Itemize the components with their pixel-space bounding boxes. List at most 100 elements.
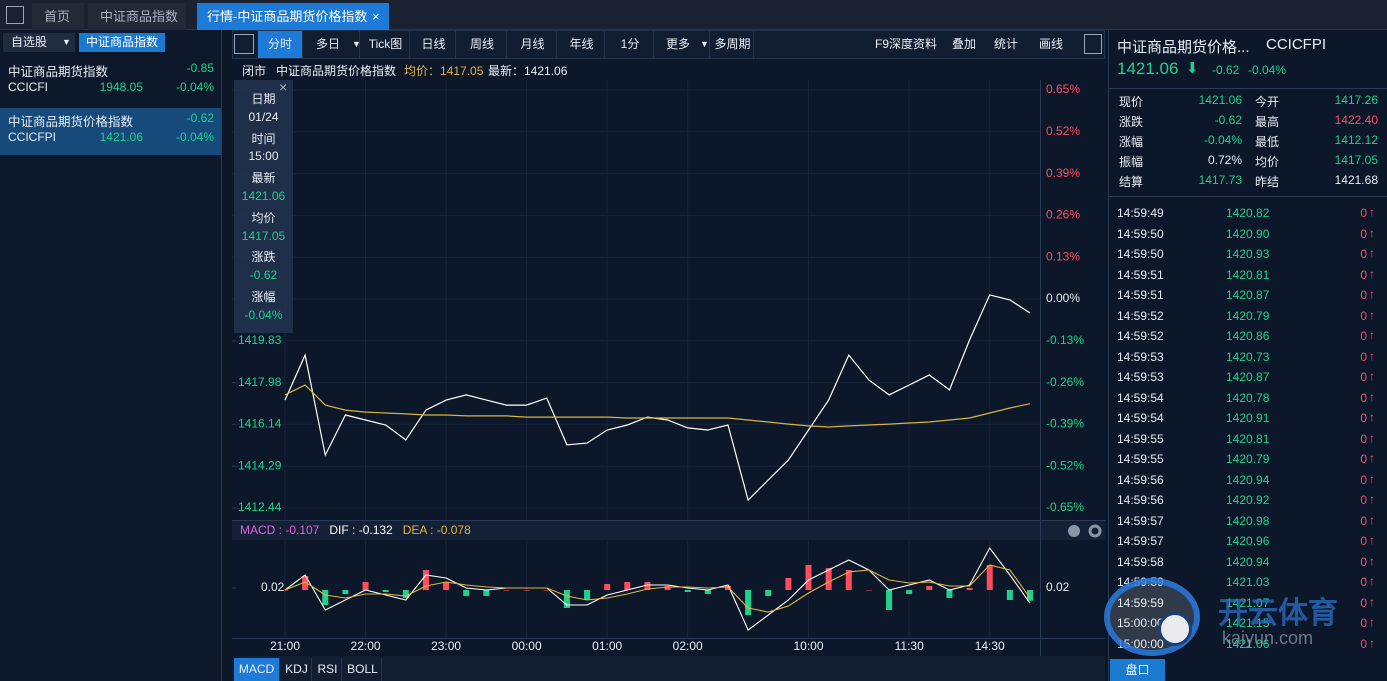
tick-volume: 0 — [1360, 288, 1367, 302]
sidebar-tab[interactable]: 中证商品指数 — [79, 33, 165, 52]
tab[interactable]: 行情-中证商品期货价格指数 — [197, 3, 389, 30]
toolbar-button[interactable]: Tick图 — [362, 31, 410, 58]
tick-volume: 0 — [1360, 390, 1367, 405]
toolbar-button[interactable]: 1分 — [607, 31, 654, 58]
up-arrow: ↑ — [1369, 369, 1375, 383]
histogram-bar — [604, 584, 611, 590]
tooltip-text: 1417.05 — [241, 228, 286, 243]
tooltip-text: 涨跌 — [251, 250, 276, 265]
y2-tick-label: 0.26% — [1046, 208, 1080, 222]
histogram-bar — [282, 590, 288, 591]
tooltip-text: 01/24 — [248, 109, 279, 124]
tick-time: 14:59:51 — [1117, 267, 1164, 282]
info-bar — [232, 59, 1105, 80]
macd-header — [232, 521, 1105, 540]
tick-volume: 0 — [1360, 308, 1367, 323]
histogram-bar — [724, 586, 731, 590]
toolbar-button[interactable]: 年线 — [559, 31, 605, 58]
dropdown-arrow[interactable]: ▼ — [352, 39, 361, 49]
layout-icon[interactable] — [6, 6, 24, 24]
up-arrow: ↑ — [1369, 205, 1375, 219]
y2-tick-label: 0.13% — [1046, 249, 1080, 263]
tick-price: 1420.98 — [1226, 513, 1270, 528]
item-price: 1948.05 — [99, 80, 143, 94]
histogram-bar — [302, 576, 309, 590]
up-arrow: ↑ — [1369, 574, 1375, 588]
dropdown-arrow[interactable]: ▼ — [62, 37, 71, 47]
tick-price: 1421.03 — [1226, 575, 1270, 589]
panel-toggle[interactable] — [1084, 34, 1102, 54]
up-arrow: ↑ — [1369, 615, 1375, 629]
tick-volume: 0 — [1360, 411, 1367, 425]
indicator-tab[interactable]: BOLL — [344, 658, 382, 681]
y2-tick-label: -0.65% — [1046, 500, 1084, 514]
tick-time: 14:59:53 — [1117, 349, 1164, 364]
indicator-tab[interactable]: MACD — [234, 658, 280, 681]
histogram-bar — [986, 565, 993, 590]
last-price: 最新：1421.06 — [488, 64, 568, 78]
toolbar-button[interactable]: 月线 — [509, 31, 557, 58]
indicator-tab[interactable]: KDJ — [282, 658, 312, 681]
tick-price: 1421.07 — [1226, 595, 1270, 610]
toolbar-button[interactable]: 统计 — [993, 37, 1018, 51]
panel-button[interactable]: 盘口 — [1110, 659, 1165, 681]
stat-label: 涨跌 — [1119, 115, 1144, 129]
up-arrow: ↑ — [1369, 635, 1375, 650]
y2-tick-label: -0.52% — [1046, 458, 1084, 472]
toolbar-button[interactable]: 多周期 — [712, 31, 754, 58]
tab[interactable]: 中证商品指数 — [88, 3, 186, 30]
tick-price: 1420.94 — [1226, 554, 1270, 569]
histogram-bar — [966, 588, 973, 590]
stat-value: 1421.06 — [1198, 93, 1242, 107]
tooltip — [234, 80, 293, 333]
tick-price: 1420.82 — [1226, 206, 1270, 220]
histogram-bar — [805, 565, 812, 590]
histogram-bar — [745, 590, 752, 615]
toolbar-button[interactable]: 日线 — [412, 31, 456, 58]
tab-close[interactable]: × — [372, 9, 380, 24]
toolbar-button[interactable]: 分时 — [258, 31, 303, 58]
histogram-bar — [563, 590, 570, 608]
tooltip-close[interactable]: × — [279, 79, 288, 95]
dropdown-arrow[interactable]: ▼ — [700, 39, 709, 49]
settings-icon[interactable] — [1088, 524, 1102, 538]
legend-entry: MACD : -0.107 — [240, 523, 320, 537]
tab[interactable]: 首页 — [32, 3, 84, 30]
stat-label: 最高 — [1255, 115, 1280, 129]
indicator-tab[interactable]: RSI — [314, 658, 342, 681]
histogram-bar — [422, 570, 429, 590]
toolbar-button[interactable]: 多日 — [306, 31, 360, 58]
tick-time: 14:59:52 — [1117, 308, 1164, 323]
tick-volume: 0 — [1360, 472, 1367, 487]
quote-price: 1421.06 — [1117, 59, 1179, 78]
up-arrow: ↑ — [1369, 246, 1375, 260]
tick-price: 1420.86 — [1226, 329, 1270, 343]
selected-row[interactable] — [0, 108, 221, 155]
toolbar-button[interactable]: 画线 — [1038, 37, 1063, 51]
histogram-bar — [443, 582, 450, 590]
histogram-bar — [543, 590, 550, 591]
up-arrow: ↑ — [1369, 287, 1375, 301]
tick-time: 14:59:57 — [1117, 534, 1164, 548]
histogram-bar — [342, 590, 349, 594]
stat-label: 均价 — [1255, 155, 1280, 169]
toolbar-button[interactable]: 周线 — [458, 31, 507, 58]
y2-tick-label: -0.13% — [1046, 333, 1084, 347]
tick-time: 14:59:56 — [1117, 472, 1164, 487]
stat-label: 最低 — [1255, 135, 1280, 149]
tick-volume: 0 — [1360, 206, 1367, 220]
sidebar-tab[interactable]: 自选股 — [3, 33, 75, 52]
toolbar-button[interactable]: F9深度资料 — [874, 37, 937, 51]
stat-value: 0.72% — [1207, 153, 1242, 167]
tick-price: 1420.87 — [1226, 288, 1270, 302]
panel-toggle[interactable] — [234, 34, 254, 54]
histogram-bar — [362, 582, 369, 590]
y2-tick-label: 0.02 — [1046, 580, 1070, 594]
tooltip-text: -0.04% — [244, 307, 283, 322]
tick-time: 14:59:57 — [1117, 513, 1164, 528]
toolbar-button[interactable]: 更多 — [656, 31, 710, 58]
close-icon[interactable] — [1068, 525, 1080, 537]
toolbar-button[interactable]: 叠加 — [951, 37, 976, 51]
tooltip-text: 时间 — [251, 131, 276, 146]
